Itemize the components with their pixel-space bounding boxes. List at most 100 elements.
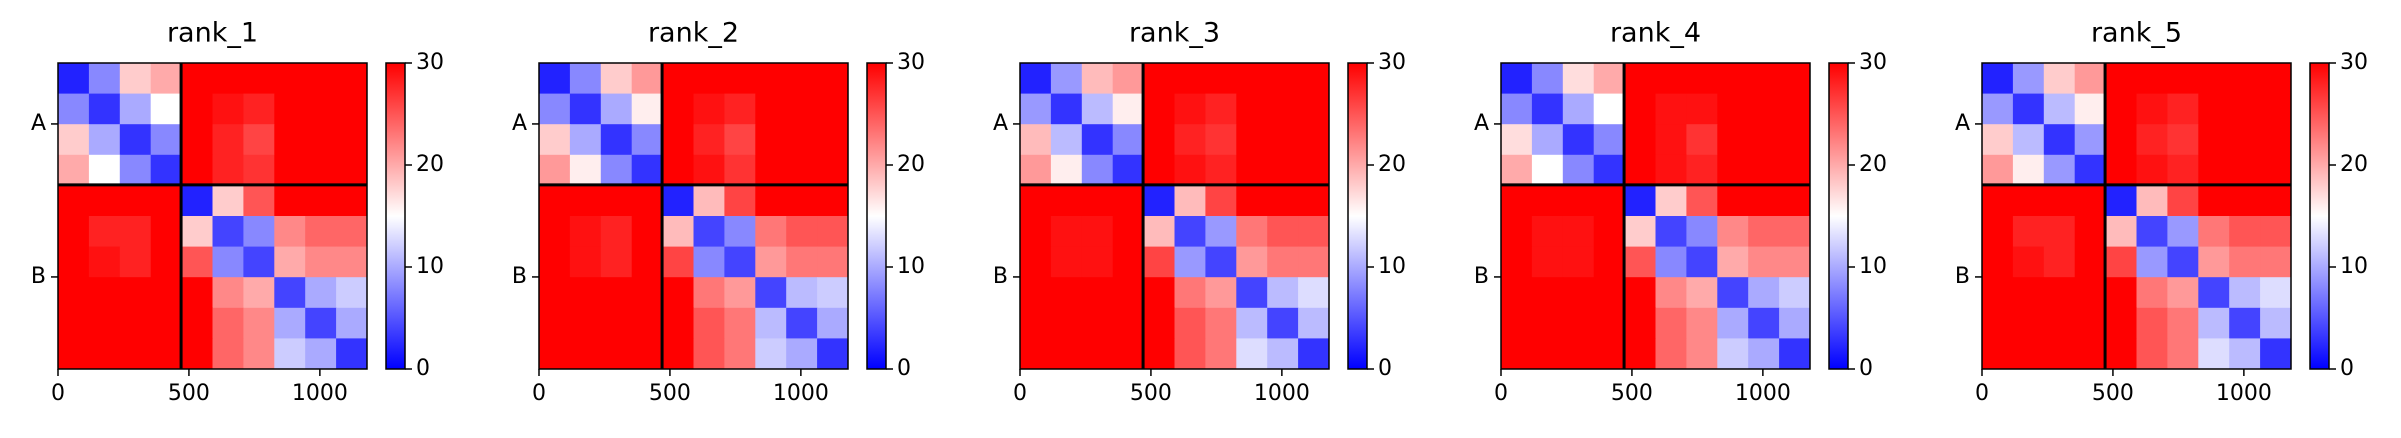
- y-tick-label: B: [512, 264, 527, 289]
- heatmap-cell: [1982, 154, 2014, 186]
- colorbar-tick-label: 30: [416, 50, 444, 75]
- heatmap-cell: [1081, 63, 1114, 95]
- heatmap-cell: [631, 124, 664, 156]
- heatmap-cell: [119, 185, 152, 217]
- heatmap-cell: [755, 246, 787, 278]
- heatmap-cell: [88, 185, 121, 217]
- heatmap-cell: [1143, 246, 1175, 278]
- heatmap-cell: [817, 185, 849, 217]
- heatmap-cell: [1562, 124, 1595, 156]
- heatmap-cell: [88, 277, 121, 309]
- heatmap-cell: [119, 338, 152, 370]
- heatmap-cell: [1267, 338, 1299, 370]
- heatmap-cell: [1748, 277, 1780, 309]
- panel: rank_2 0 500 1000 A B 0 10 20 30: [512, 18, 925, 407]
- heatmap-cell: [662, 185, 694, 217]
- heatmap-cell: [631, 216, 664, 248]
- heatmap-cell: [1982, 338, 2014, 370]
- colorbar: [1347, 62, 1368, 370]
- heatmap-cell: [1020, 246, 1052, 278]
- heatmap-cell: [2043, 185, 2076, 217]
- heatmap-cell: [1982, 63, 2014, 95]
- heatmap-cell: [1686, 307, 1718, 339]
- heatmap-cell: [58, 246, 90, 278]
- heatmap-cell: [1655, 63, 1687, 95]
- heatmap-cell: [1717, 93, 1749, 125]
- heatmap-cell: [1748, 246, 1780, 278]
- heatmap-cell: [662, 246, 694, 278]
- heatmap-cell: [1020, 338, 1052, 370]
- x-tick-label: 500: [1611, 381, 1653, 406]
- heatmap-cell: [2229, 185, 2261, 217]
- heatmap-cell: [1624, 63, 1656, 95]
- heatmap-cell: [336, 154, 368, 186]
- y-tick-label: B: [31, 264, 46, 289]
- heatmap-cell: [181, 93, 213, 125]
- heatmap-cell: [755, 185, 787, 217]
- heatmap-cell: [1267, 124, 1299, 156]
- heatmap-cell: [1717, 63, 1749, 95]
- heatmap-cell: [2074, 307, 2107, 339]
- heatmap-cell: [1236, 307, 1268, 339]
- heatmap-cell: [539, 338, 571, 370]
- heatmap-cell: [755, 307, 787, 339]
- heatmap-cell: [305, 185, 337, 217]
- x-tick-label: 1000: [292, 381, 348, 406]
- heatmap-cell: [724, 246, 756, 278]
- heatmap-cell: [243, 124, 275, 156]
- heatmap-cell: [1624, 307, 1656, 339]
- colorbar-tick-label: 10: [1859, 254, 1887, 279]
- heatmap-cell: [693, 93, 725, 125]
- heatmap-cell: [1717, 338, 1749, 370]
- y-tick-label: A: [31, 111, 46, 136]
- heatmap-cell: [2167, 216, 2199, 248]
- heatmap-cell: [2012, 93, 2045, 125]
- panel: rank_3 0 500 1000 A B 0 10 20 30: [993, 18, 1406, 407]
- heatmap-cell: [243, 185, 275, 217]
- heatmap-cell: [212, 307, 244, 339]
- heatmap-cell: [1050, 277, 1083, 309]
- heatmap-cell: [243, 307, 275, 339]
- heatmap-cell: [1236, 185, 1268, 217]
- heatmap-cell: [305, 338, 337, 370]
- heatmap-cell: [1982, 307, 2014, 339]
- heatmap-cell: [755, 93, 787, 125]
- heatmap-cell: [1112, 277, 1145, 309]
- heatmap-cell: [1081, 154, 1114, 186]
- heatmap-cell: [1562, 63, 1595, 95]
- heatmap-cell: [2136, 216, 2168, 248]
- heatmap-cell: [1655, 246, 1687, 278]
- heatmap-cell: [1143, 63, 1175, 95]
- panel: rank_5 0 500 1000 A B 0 10 20 30: [1955, 18, 2368, 407]
- heatmap-cell: [274, 93, 306, 125]
- heatmap-cell: [539, 93, 571, 125]
- heatmap-cell: [2043, 93, 2076, 125]
- heatmap-cell: [1501, 246, 1533, 278]
- heatmap-cell: [88, 124, 121, 156]
- heatmap-cell: [2260, 154, 2292, 186]
- heatmap-cell: [1501, 277, 1533, 309]
- heatmap-cell: [693, 338, 725, 370]
- heatmap-cell: [724, 338, 756, 370]
- heatmap-cell: [1143, 338, 1175, 370]
- heatmap-cell: [2198, 216, 2230, 248]
- heatmap-cell: [1717, 154, 1749, 186]
- colorbar-tick-label: 10: [2340, 254, 2368, 279]
- heatmap-cell: [2136, 277, 2168, 309]
- heatmap-cell: [786, 63, 818, 95]
- heatmap-cell: [150, 338, 183, 370]
- heatmap-cell: [2198, 154, 2230, 186]
- heatmap-cell: [600, 338, 633, 370]
- colorbar-tick-label: 30: [897, 50, 925, 75]
- heatmap-cell: [150, 307, 183, 339]
- heatmap-cell: [150, 277, 183, 309]
- heatmap-cell: [2136, 307, 2168, 339]
- heatmap-cell: [212, 93, 244, 125]
- heatmap-cell: [1020, 93, 1052, 125]
- heatmap-cell: [1624, 154, 1656, 186]
- heatmap-cell: [755, 154, 787, 186]
- heatmap-cell: [1050, 124, 1083, 156]
- heatmap-cell: [1501, 338, 1533, 370]
- x-tick-label: 1000: [2216, 381, 2272, 406]
- heatmap-cell: [1593, 93, 1626, 125]
